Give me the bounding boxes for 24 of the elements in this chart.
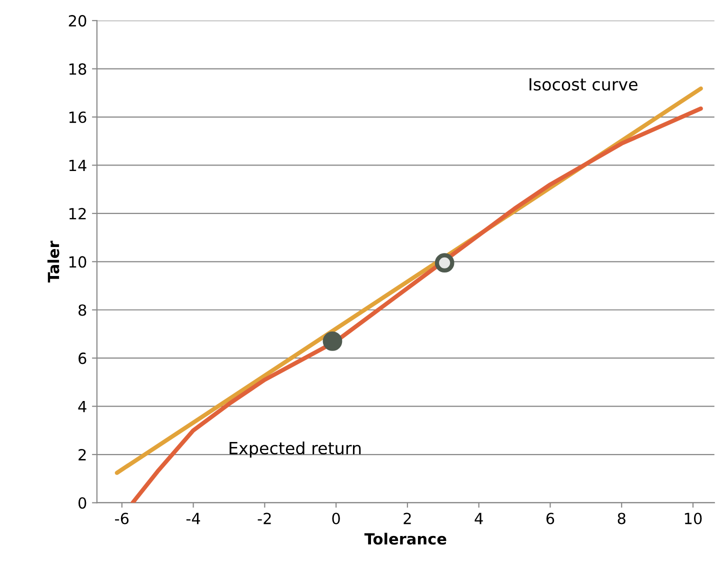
x-tick-label: 10 xyxy=(684,512,702,524)
y-tick-label: 18 xyxy=(69,63,86,75)
x-tick-label: 0 xyxy=(332,512,340,524)
x-tick-label: 8 xyxy=(618,512,626,524)
y-tick-label: 8 xyxy=(78,304,86,316)
series-label: Expected return xyxy=(230,442,361,458)
x-tick-label: 2 xyxy=(404,512,411,524)
series-label: Isocost curve xyxy=(530,78,638,91)
y-tick-label: 20 xyxy=(68,15,86,27)
y-tick-label: 12 xyxy=(69,208,86,220)
x-tick-label: 4 xyxy=(474,512,483,524)
x-axis-title: Tolerance xyxy=(364,532,446,545)
x-tick-label: -2 xyxy=(258,512,271,524)
y-tick-label: 2 xyxy=(78,448,86,460)
y-tick-label: 14 xyxy=(69,160,86,172)
x-tick-label: 6 xyxy=(546,512,554,524)
y-tick-label: 16 xyxy=(69,111,86,124)
y-tick-label: 10 xyxy=(69,256,86,268)
y-axis-title: Taler xyxy=(47,240,60,283)
x-tick-label: -6 xyxy=(115,512,129,524)
y-tick-label: 4 xyxy=(78,400,86,412)
y-tick-label: 6 xyxy=(78,352,86,364)
y-tick-label: 0 xyxy=(78,497,86,509)
x-tick-label: -4 xyxy=(186,512,200,524)
